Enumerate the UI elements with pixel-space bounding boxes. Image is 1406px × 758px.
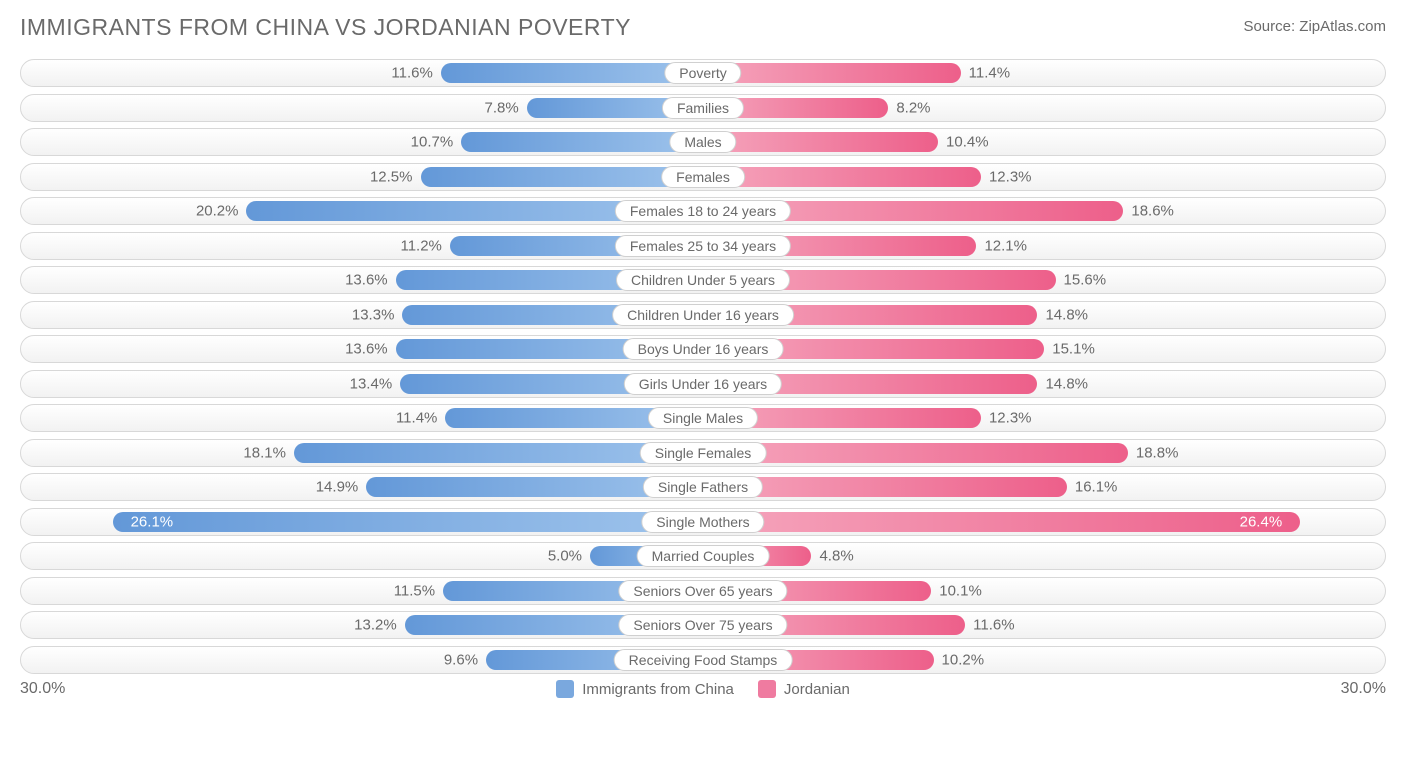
value-label-right: 18.8% <box>1136 444 1179 461</box>
value-label-right: 16.1% <box>1075 479 1118 496</box>
chart-title: IMMIGRANTS FROM CHINA VS JORDANIAN POVER… <box>20 14 631 41</box>
value-label-right: 11.6% <box>973 617 1014 634</box>
category-label: Girls Under 16 years <box>624 373 782 395</box>
value-label-left: 11.5% <box>394 582 435 599</box>
value-label-right: 12.3% <box>989 410 1032 427</box>
chart-row: 26.1% 26.4% Single Mothers <box>20 508 1386 536</box>
category-label: Females 18 to 24 years <box>615 200 791 222</box>
value-label-left: 14.9% <box>316 479 359 496</box>
value-label-left: 13.6% <box>345 272 388 289</box>
value-label-right: 14.8% <box>1045 306 1088 323</box>
bar-right <box>703 63 961 83</box>
value-label-right: 26.4% <box>1240 513 1283 530</box>
legend-item-left: Immigrants from China <box>556 680 734 698</box>
chart-row: 10.7% 10.4% Males <box>20 128 1386 156</box>
value-label-left: 11.4% <box>396 410 437 427</box>
header: IMMIGRANTS FROM CHINA VS JORDANIAN POVER… <box>20 14 1386 41</box>
value-label-left: 9.6% <box>444 651 478 668</box>
value-label-right: 15.1% <box>1052 341 1095 358</box>
bar-left <box>113 512 703 532</box>
category-label: Females 25 to 34 years <box>615 235 791 257</box>
legend-item-right: Jordanian <box>758 680 850 698</box>
value-label-right: 4.8% <box>819 548 853 565</box>
value-label-right: 8.2% <box>896 99 930 116</box>
value-label-right: 18.6% <box>1131 203 1174 220</box>
chart-row: 11.5% 10.1% Seniors Over 65 years <box>20 577 1386 605</box>
diverging-bar-chart: 11.6%11.4%Poverty7.8%8.2%Families10.7%10… <box>20 59 1386 674</box>
chart-row: 13.4% 14.8% Girls Under 16 years <box>20 370 1386 398</box>
chart-row: 5.0% 4.8% Married Couples <box>20 542 1386 570</box>
value-label-left: 20.2% <box>196 203 239 220</box>
bar-right <box>703 443 1128 463</box>
legend-label-left: Immigrants from China <box>582 681 734 698</box>
bar-right <box>703 512 1300 532</box>
value-label-right: 15.6% <box>1064 272 1107 289</box>
category-label: Boys Under 16 years <box>623 338 784 360</box>
category-label: Children Under 5 years <box>616 269 790 291</box>
legend: Immigrants from China Jordanian <box>65 680 1340 698</box>
value-label-left: 11.2% <box>400 237 441 254</box>
value-label-left: 11.6% <box>391 65 432 82</box>
value-label-left: 7.8% <box>485 99 519 116</box>
value-label-right: 10.2% <box>942 651 985 668</box>
chart-row: 13.2% 11.6% Seniors Over 75 years <box>20 611 1386 639</box>
category-label: Males <box>669 131 736 153</box>
chart-row: 11.6% 11.4% Poverty <box>20 59 1386 87</box>
category-label: Females <box>661 166 745 188</box>
chart-row: 13.3% 14.8% Children Under 16 years <box>20 301 1386 329</box>
chart-row: 20.2% 18.6% Females 18 to 24 years <box>20 197 1386 225</box>
category-label: Seniors Over 65 years <box>618 580 787 602</box>
category-label: Single Males <box>648 407 758 429</box>
category-label: Single Mothers <box>641 511 764 533</box>
value-label-left: 26.1% <box>131 513 174 530</box>
chart-footer: 30.0% Immigrants from China Jordanian 30… <box>20 680 1386 698</box>
category-label: Single Fathers <box>643 476 763 498</box>
value-label-right: 10.4% <box>946 134 989 151</box>
axis-max-left: 30.0% <box>20 680 65 698</box>
legend-swatch-left <box>556 680 574 698</box>
value-label-left: 13.3% <box>352 306 395 323</box>
chart-row: 11.2% 12.1% Females 25 to 34 years <box>20 232 1386 260</box>
value-label-right: 12.3% <box>989 168 1032 185</box>
value-label-left: 13.4% <box>350 375 393 392</box>
bar-right <box>703 132 938 152</box>
chart-row: 12.5% 12.3% Females <box>20 163 1386 191</box>
chart-row: 13.6% 15.6% Children Under 5 years <box>20 266 1386 294</box>
value-label-left: 13.6% <box>345 341 388 358</box>
category-label: Poverty <box>664 62 741 84</box>
category-label: Families <box>662 97 744 119</box>
bar-left <box>461 132 703 152</box>
legend-label-right: Jordanian <box>784 681 850 698</box>
value-label-right: 11.4% <box>969 65 1010 82</box>
value-label-right: 14.8% <box>1045 375 1088 392</box>
category-label: Seniors Over 75 years <box>618 614 787 636</box>
chart-row: 9.6% 10.2% Receiving Food Stamps <box>20 646 1386 674</box>
chart-row: 7.8% 8.2% Families <box>20 94 1386 122</box>
value-label-left: 5.0% <box>548 548 582 565</box>
value-label-left: 12.5% <box>370 168 413 185</box>
value-label-left: 13.2% <box>354 617 397 634</box>
chart-row: 13.6% 15.1% Boys Under 16 years <box>20 335 1386 363</box>
chart-row: 14.9% 16.1% Single Fathers <box>20 473 1386 501</box>
value-label-right: 10.1% <box>939 582 982 599</box>
category-label: Married Couples <box>637 545 770 567</box>
category-label: Children Under 16 years <box>612 304 794 326</box>
category-label: Receiving Food Stamps <box>614 649 793 671</box>
category-label: Single Females <box>640 442 767 464</box>
chart-row: 18.1% 18.8% Single Females <box>20 439 1386 467</box>
value-label-left: 18.1% <box>243 444 286 461</box>
value-label-left: 10.7% <box>411 134 454 151</box>
chart-row: 11.4% 12.3% Single Males <box>20 404 1386 432</box>
legend-swatch-right <box>758 680 776 698</box>
axis-max-right: 30.0% <box>1341 680 1386 698</box>
source-attribution: Source: ZipAtlas.com <box>1243 14 1386 35</box>
value-label-right: 12.1% <box>984 237 1027 254</box>
